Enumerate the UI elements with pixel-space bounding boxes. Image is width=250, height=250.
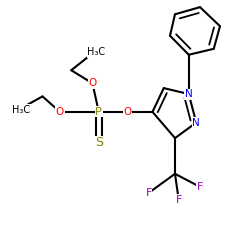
Text: F: F — [176, 195, 182, 205]
Text: F: F — [197, 182, 203, 192]
Text: N: N — [185, 89, 192, 99]
Text: H₃C: H₃C — [87, 48, 105, 58]
Text: P: P — [96, 107, 102, 117]
Text: O: O — [88, 78, 96, 88]
Text: F: F — [146, 188, 152, 198]
Text: H₃C: H₃C — [12, 104, 30, 115]
Text: O: O — [56, 107, 64, 117]
Text: S: S — [95, 136, 103, 149]
Text: N: N — [192, 118, 200, 128]
Text: O: O — [124, 107, 132, 117]
